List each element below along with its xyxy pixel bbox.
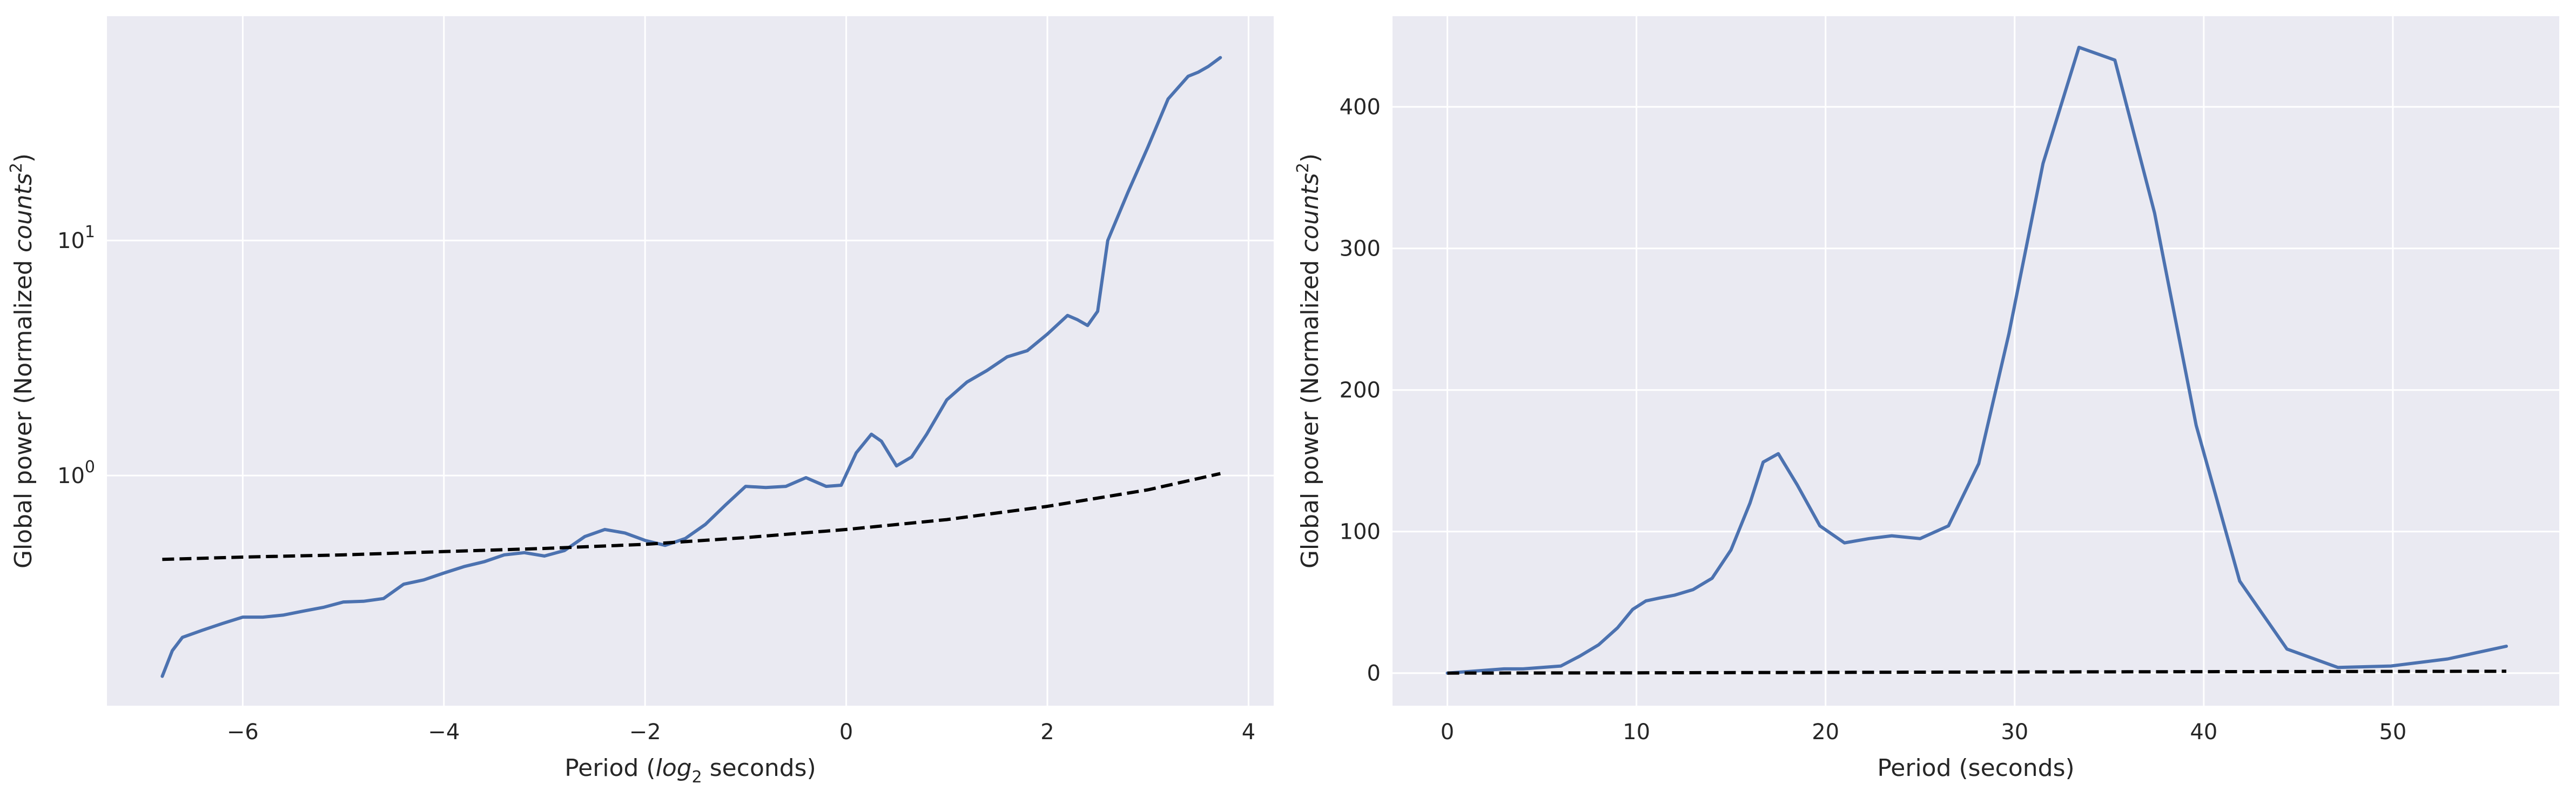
- left-global-power-line: [160, 56, 1222, 678]
- left-x-tick-label: −2: [629, 720, 661, 745]
- left-plot-background: [107, 16, 1274, 706]
- left-y-axis-title: Global power (Normalized counts2): [7, 153, 37, 568]
- left-x-tick-label: 4: [1242, 720, 1255, 745]
- right-y-tick-label: 300: [1340, 237, 1381, 262]
- left-y-tick-label: 100: [57, 458, 95, 488]
- left-x-tick-label: 0: [839, 720, 853, 745]
- right-y-tick-label: 400: [1340, 95, 1381, 120]
- left-x-axis-title: Period (log2 seconds): [564, 754, 816, 787]
- right-x-tick-label: 50: [2379, 720, 2406, 745]
- right-plot-panel: 0 10 20 30 40 50 0 100 200 300 400 Period (seconds)…: [1294, 16, 2559, 782]
- left-x-tick-label: 2: [1040, 720, 1054, 745]
- left-y-tick-label: 101: [57, 223, 95, 253]
- right-x-tick-label: 40: [2190, 720, 2217, 745]
- right-x-tick-label: 30: [2001, 720, 2028, 745]
- right-significance-line: [1447, 669, 2507, 675]
- right-y-tick-label: 0: [1367, 661, 1381, 686]
- right-y-tick-label: 100: [1340, 520, 1381, 545]
- right-y-axis-title: Global power (Normalized counts2): [1294, 153, 1324, 568]
- left-x-tick-label: −6: [227, 720, 259, 745]
- left-x-tick-label: −4: [428, 720, 460, 745]
- right-x-tick-label: 10: [1623, 720, 1650, 745]
- right-plot-background: [1393, 16, 2559, 706]
- left-plot-panel: −6 −4 −2 0 2 4 100 101 Period (log2 seconds) Glob…: [7, 16, 1274, 787]
- right-global-power-line: [1445, 45, 2508, 675]
- right-y-tick-label: 200: [1340, 378, 1381, 403]
- right-x-tick-label: 0: [1441, 720, 1454, 745]
- left-significance-line: [162, 472, 1221, 561]
- right-x-axis-title: Period (seconds): [1877, 754, 2074, 782]
- right-x-tick-label: 20: [1812, 720, 1839, 745]
